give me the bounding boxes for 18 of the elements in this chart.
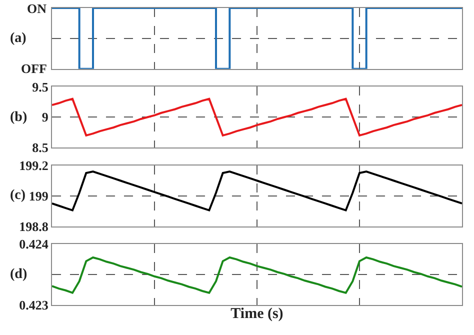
- line-series: [52, 170, 462, 212]
- y-tick-label: 0.424: [19, 236, 49, 252]
- line-series: [52, 98, 462, 136]
- y-tick-label: 199: [28, 188, 49, 204]
- y-tick-label: 9: [42, 110, 49, 125]
- y-tick-label: 199.2: [19, 158, 48, 173]
- text: (d): [10, 267, 28, 282]
- text: (b): [10, 110, 28, 125]
- text: ON: [27, 1, 48, 16]
- y-tick-label: 8.5: [32, 140, 49, 156]
- text: (c): [10, 188, 26, 203]
- y-tick-label: 198.8: [19, 218, 49, 234]
- y-tick-label: 0.423: [19, 298, 49, 313]
- text: (a): [10, 31, 27, 46]
- text: OFF: [21, 61, 48, 76]
- x-axis-title: Time (s): [230, 306, 284, 322]
- y-tick-label: 9.5: [32, 79, 49, 94]
- line-series: [52, 256, 462, 294]
